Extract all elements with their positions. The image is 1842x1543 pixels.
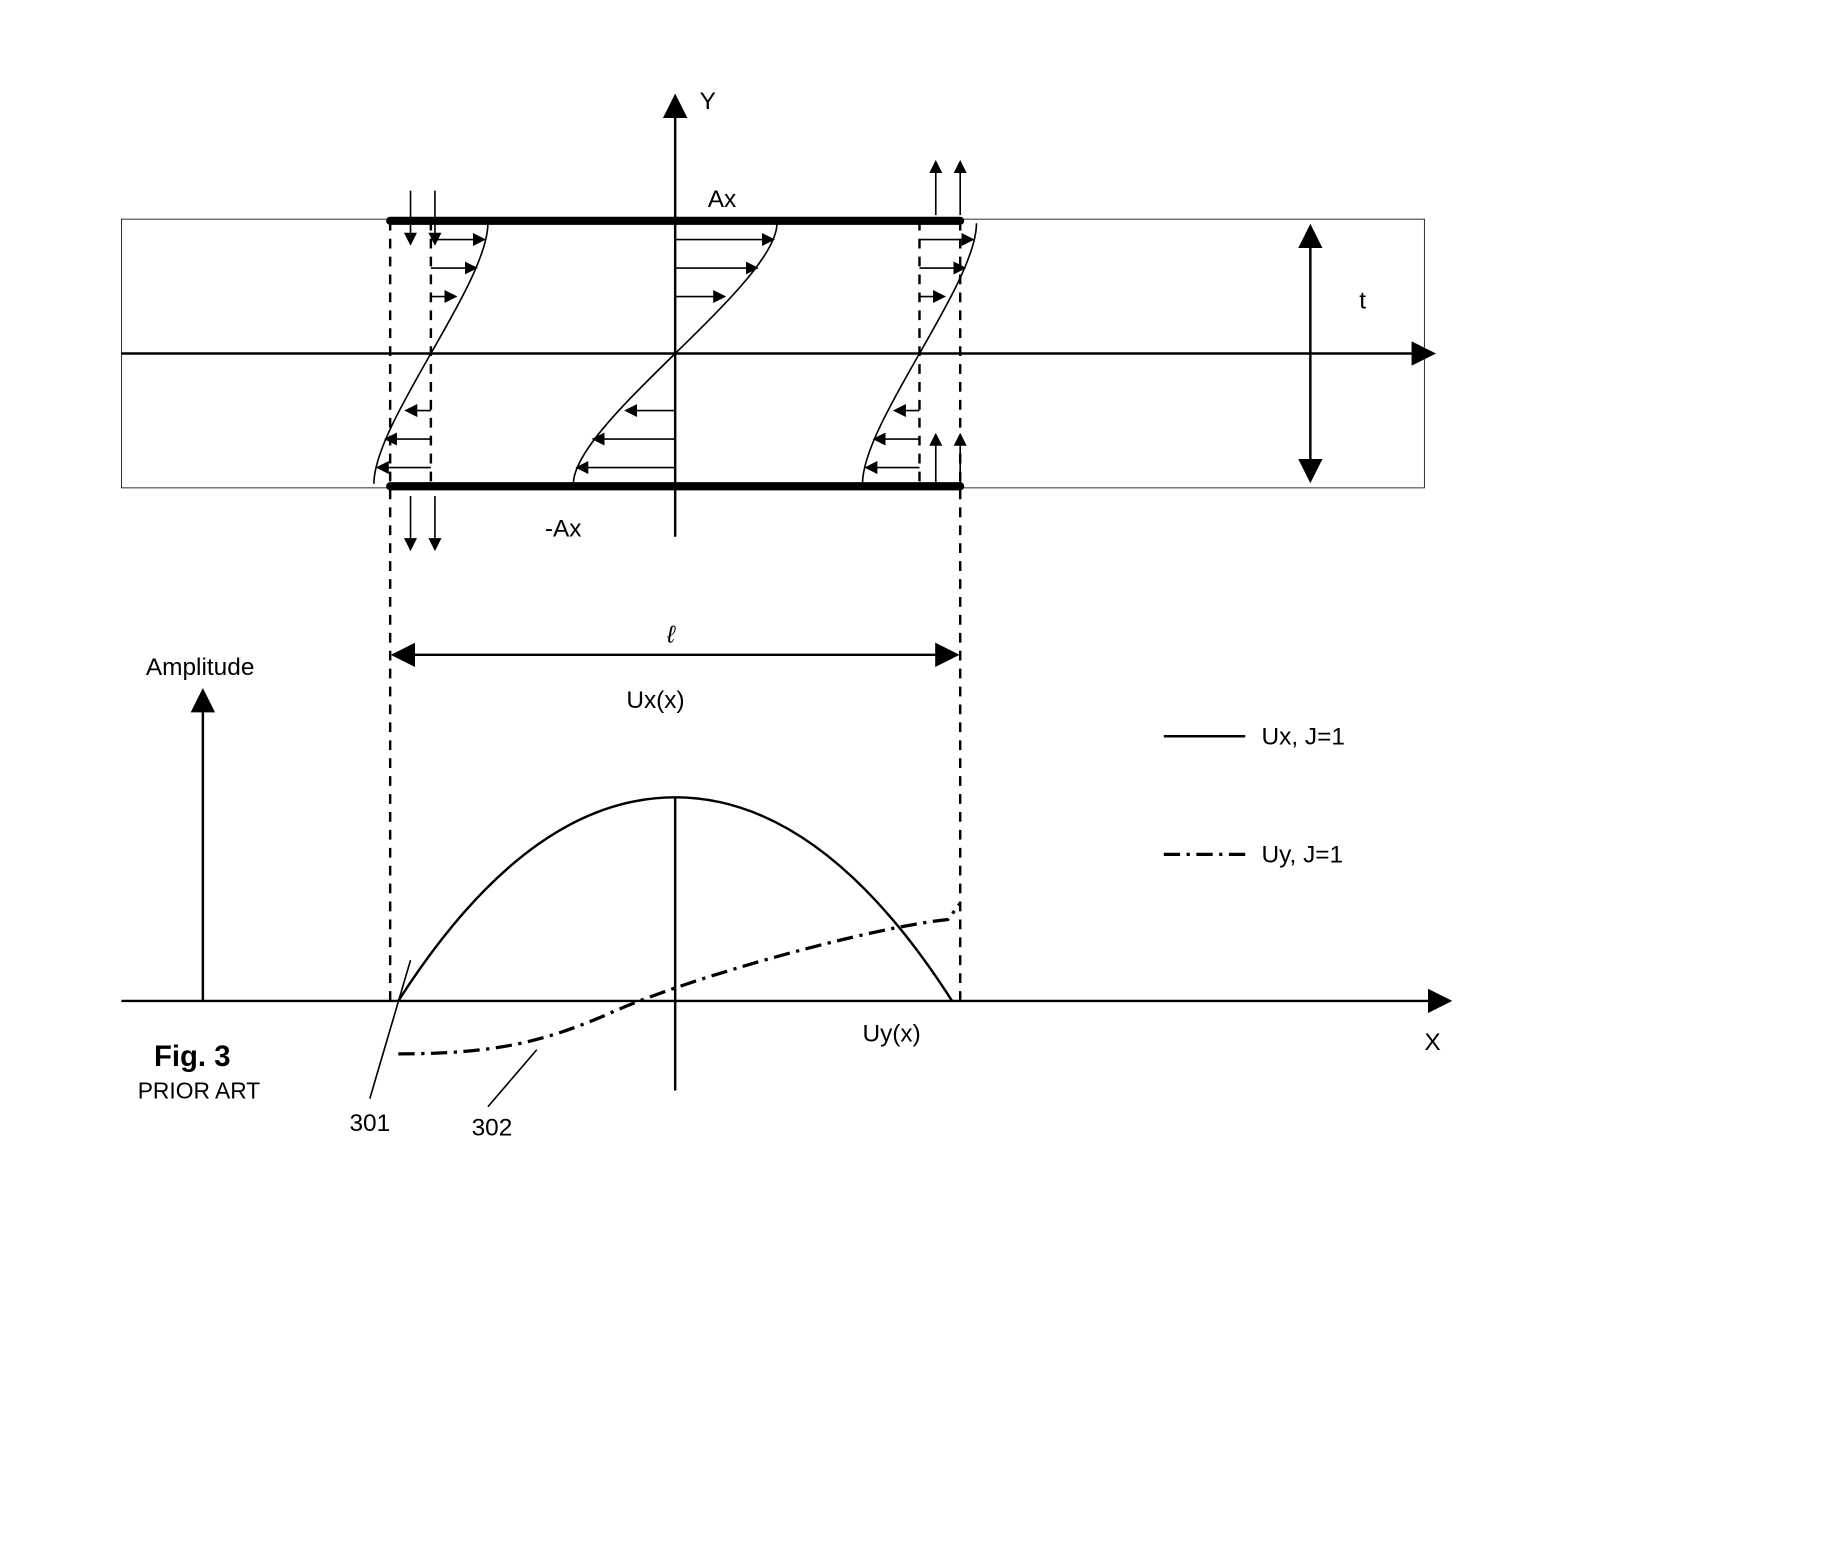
y-axis-label: Y (700, 88, 716, 115)
leader-301-label: 301 (349, 1110, 390, 1137)
amplitude-label: Amplitude (146, 654, 255, 681)
ell-dimension-label: ℓ (666, 622, 676, 649)
uy-curve-label: Uy(x) (862, 1021, 920, 1048)
leader-302 (488, 1050, 537, 1107)
figure-subtitle: PRIOR ART (138, 1078, 261, 1104)
x-axis-label: X (1424, 1029, 1440, 1056)
legend: Ux, J=1 Uy, J=1 (1164, 723, 1345, 868)
leader-302-label: 302 (472, 1114, 513, 1141)
legend-ux-label: Ux, J=1 (1261, 723, 1344, 750)
diagram-svg: Y Ax -Ax (40, 40, 1540, 1180)
legend-uy-label: Uy, J=1 (1261, 841, 1343, 868)
ax-top-label: Ax (708, 186, 736, 213)
ux-curve-label: Ux(x) (626, 687, 684, 714)
t-dimension-label: t (1359, 288, 1366, 315)
figure-title: Fig. 3 (154, 1040, 231, 1073)
ax-bottom-label: -Ax (545, 516, 582, 543)
